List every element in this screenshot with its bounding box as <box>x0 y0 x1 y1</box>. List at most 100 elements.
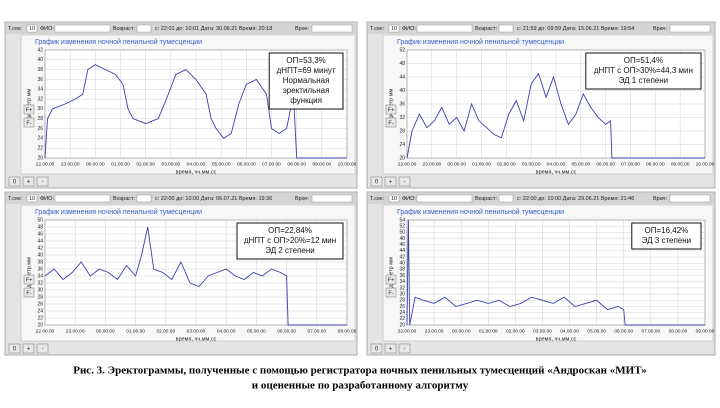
x-tick-label: 00.00.00 <box>452 328 471 334</box>
button[interactable] <box>22 176 35 187</box>
button[interactable] <box>8 176 21 187</box>
y-tick-label: 24 <box>37 136 43 142</box>
input-box <box>26 24 38 33</box>
x-tick-label: 06.00.00 <box>237 161 256 167</box>
x-tick-label: 04.00.00 <box>217 328 236 334</box>
button[interactable] <box>398 176 411 187</box>
x-tick-label: 22.00.00 <box>398 328 417 334</box>
y-tick-label: 54 <box>399 217 405 223</box>
chart-title: График изменения ночной пенильной тумесц… <box>397 38 564 46</box>
header-bar <box>368 23 714 34</box>
button[interactable] <box>385 117 397 128</box>
button[interactable] <box>384 343 397 354</box>
input-box[interactable] <box>669 194 711 203</box>
input-box[interactable] <box>136 24 152 33</box>
y-axis-label: диаметр мм <box>388 88 394 119</box>
input-box[interactable] <box>311 24 353 33</box>
header-label: Врач: <box>295 196 310 202</box>
button-label: F+ <box>26 107 33 113</box>
button[interactable] <box>398 343 411 354</box>
input-box[interactable] <box>416 24 473 33</box>
data-line <box>44 64 347 159</box>
x-tick-label: 23.00.00 <box>425 328 444 334</box>
button-label: + <box>27 179 31 185</box>
x-tick-label: 09.00.00 <box>671 161 690 167</box>
y-tick-label: 34 <box>399 279 405 285</box>
y-tick-label: 24 <box>37 308 43 314</box>
data-line <box>406 72 705 159</box>
annotation-text: дНПТ=69 минут <box>277 66 336 75</box>
input-box[interactable] <box>498 24 514 33</box>
x-tick-label: 22.00.00 <box>36 161 55 167</box>
button[interactable] <box>385 287 397 298</box>
annotation-text: Нормальная <box>283 76 330 85</box>
x-tick-label: 01.00.00 <box>472 161 491 167</box>
y-tick-label: 20 <box>37 322 43 328</box>
button[interactable] <box>23 117 35 128</box>
y-tick-label: 42 <box>399 254 405 260</box>
y-tick-label: 28 <box>399 128 405 134</box>
x-tick-label: 00.00.00 <box>447 161 466 167</box>
y-tick-label: 40 <box>37 57 43 63</box>
x-axis-label: время, чч.мм.сс <box>176 336 217 342</box>
button[interactable] <box>22 343 35 354</box>
y-tick-label: 38 <box>37 67 43 73</box>
y-tick-label: 28 <box>399 298 405 304</box>
x-tick-label: 10.00.00 <box>338 161 357 167</box>
y-axis-label: диаметр мм <box>388 257 394 288</box>
x-axis-label: время, чч.мм.сс <box>536 336 577 342</box>
annotation-text: ОП=22,84% <box>268 226 312 235</box>
button[interactable] <box>23 274 35 285</box>
y-tick-label: 44 <box>399 248 405 254</box>
input-box[interactable] <box>669 24 711 33</box>
y-tick-label: 20 <box>37 155 43 161</box>
y-tick-label: 50 <box>37 217 43 223</box>
button[interactable] <box>384 176 397 187</box>
y-tick-label: 36 <box>37 77 43 83</box>
button[interactable] <box>8 343 21 354</box>
x-tick-label: 08.00.00 <box>669 328 688 334</box>
header-label: Возраст: <box>113 26 136 32</box>
y-tick-label: 34 <box>37 87 43 93</box>
header-label: ФИО: <box>402 196 416 202</box>
button-label: 0 <box>375 346 379 352</box>
input-box <box>26 194 38 203</box>
x-tick-label: 06.00.00 <box>596 161 615 167</box>
button[interactable] <box>23 104 35 115</box>
input-box[interactable] <box>416 194 473 203</box>
y-tick-label: 30 <box>37 287 43 293</box>
button-label: 0 <box>13 179 17 185</box>
button[interactable] <box>36 343 49 354</box>
button[interactable] <box>385 104 397 115</box>
input-box[interactable] <box>311 194 353 203</box>
button[interactable] <box>36 176 49 187</box>
header-label: Возраст: <box>475 196 498 202</box>
y-tick-label: 24 <box>399 142 405 148</box>
button-label: F- <box>26 120 31 126</box>
y-tick-label: 48 <box>399 61 405 67</box>
y-tick-label: 32 <box>399 115 405 121</box>
x-tick-label: 02.00.00 <box>136 161 155 167</box>
button[interactable] <box>23 287 35 298</box>
input-box[interactable] <box>498 194 514 203</box>
x-tick-label: 04.00.00 <box>547 161 566 167</box>
x-tick-label: 03.00.00 <box>533 328 552 334</box>
input-box[interactable] <box>136 194 152 203</box>
y-tick-label: 52 <box>399 47 405 53</box>
button[interactable] <box>385 274 397 285</box>
header-label: Т.сек: <box>8 196 22 202</box>
input-box <box>388 24 400 33</box>
button[interactable] <box>370 176 383 187</box>
header-session: с: 21:59 до: 09:59 Дата: 15.06.21 Время:… <box>517 26 634 32</box>
button-label: F+ <box>26 277 33 283</box>
button[interactable] <box>370 343 383 354</box>
y-tick-label: 20 <box>399 155 405 161</box>
button-label: F+ <box>388 277 395 283</box>
header-label: Врач: <box>653 26 668 32</box>
input-box[interactable] <box>54 194 111 203</box>
annotation-text: ЭД 3 степени <box>642 236 692 245</box>
input-box[interactable] <box>54 24 111 33</box>
x-tick-label: 08.00.00 <box>646 161 665 167</box>
x-tick-label: 00.00.00 <box>96 328 115 334</box>
annotation-text: ЭД 1 степени <box>619 76 669 85</box>
